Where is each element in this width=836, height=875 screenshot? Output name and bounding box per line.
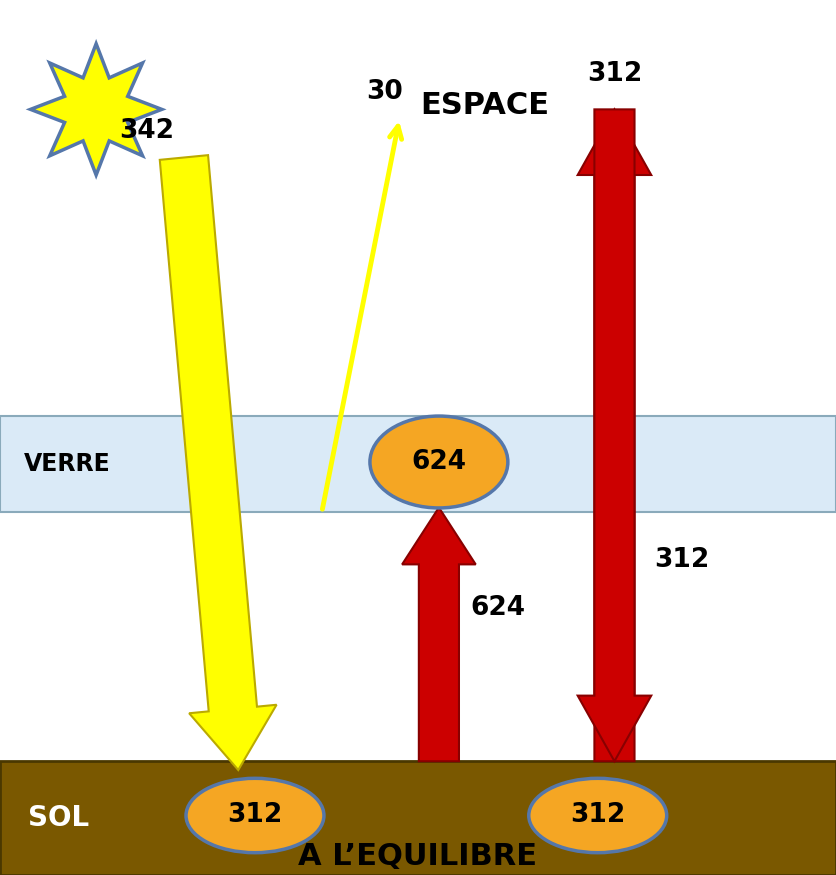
Text: 312: 312 — [654, 547, 709, 573]
Text: SOL: SOL — [28, 804, 89, 832]
Ellipse shape — [370, 416, 507, 508]
Polygon shape — [31, 44, 161, 175]
Text: 312: 312 — [587, 61, 642, 88]
Text: 624: 624 — [411, 449, 466, 475]
FancyArrow shape — [402, 507, 476, 761]
Text: 30: 30 — [366, 79, 403, 105]
Text: ESPACE: ESPACE — [421, 90, 549, 120]
Text: VERRE: VERRE — [23, 452, 110, 476]
Text: 312: 312 — [570, 802, 625, 829]
Text: 312: 312 — [227, 802, 283, 829]
Bar — [0, 761, 836, 875]
Text: 342: 342 — [119, 118, 174, 144]
Bar — [0, 416, 836, 512]
FancyArrow shape — [578, 109, 651, 761]
Ellipse shape — [186, 779, 324, 852]
Ellipse shape — [528, 779, 667, 852]
Text: A L’EQUILIBRE: A L’EQUILIBRE — [298, 842, 538, 871]
FancyArrow shape — [578, 109, 651, 761]
FancyArrow shape — [160, 155, 277, 770]
Text: 624: 624 — [470, 595, 525, 621]
